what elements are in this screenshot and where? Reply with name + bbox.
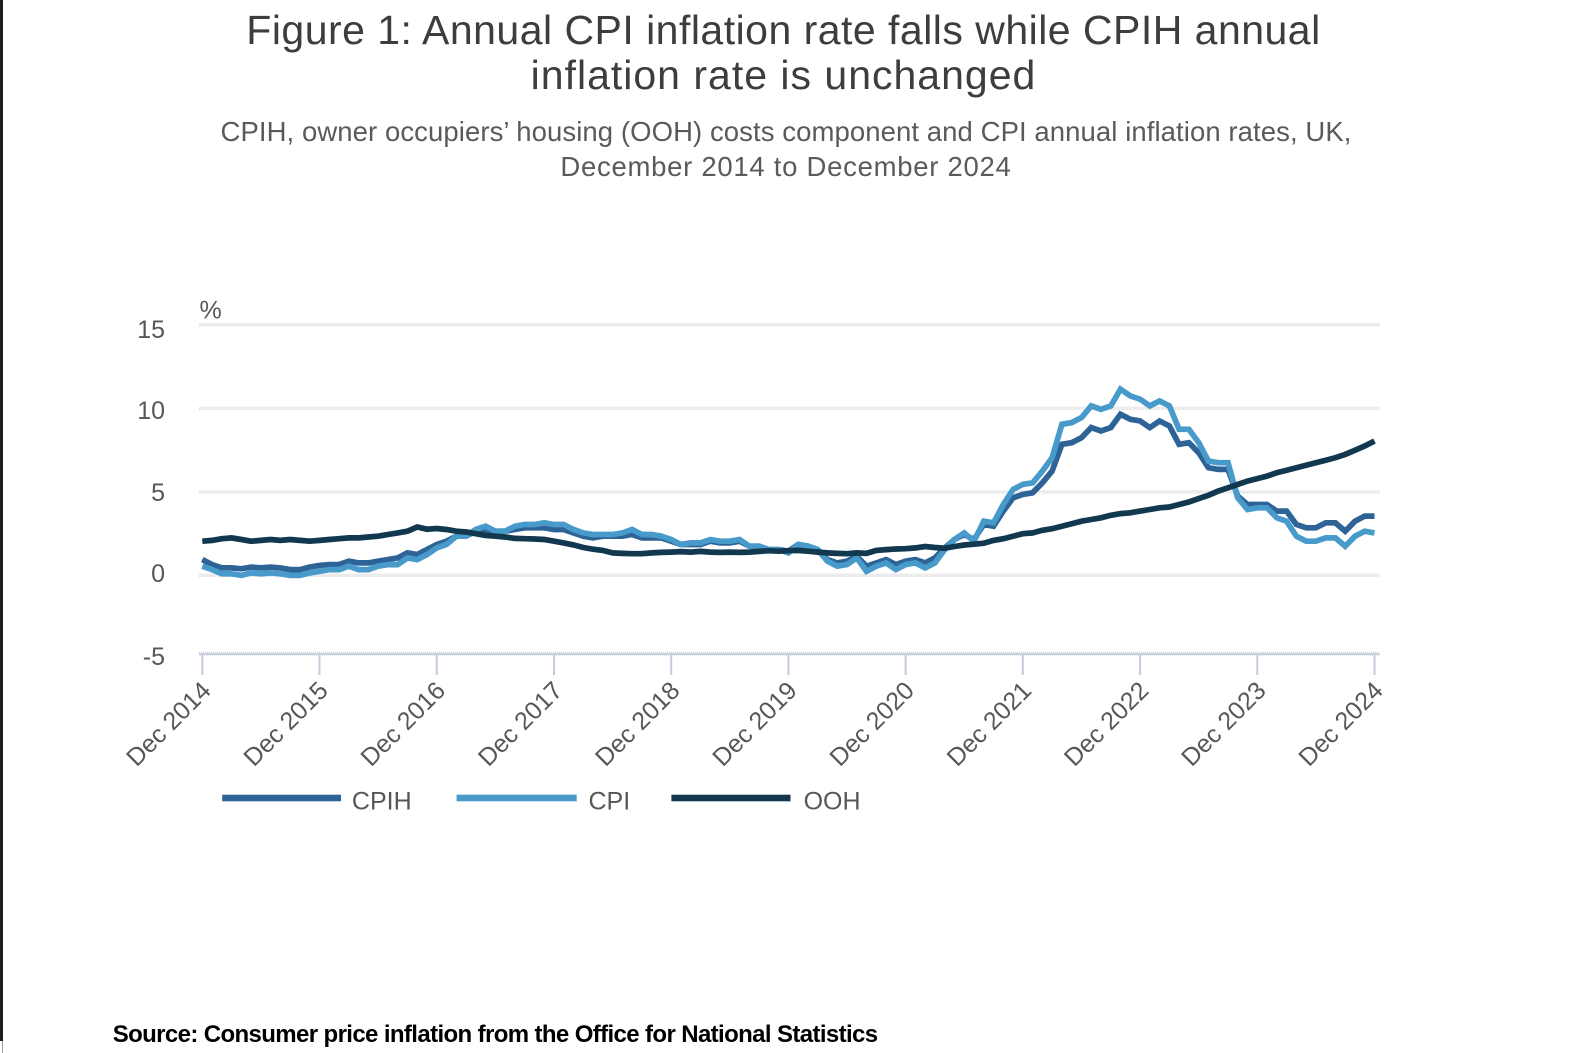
svg-text:CPI: CPI	[589, 787, 631, 815]
svg-text:Dec 2024: Dec 2024	[1293, 676, 1389, 772]
svg-text:0: 0	[151, 560, 165, 588]
svg-text:Dec 2014: Dec 2014	[121, 676, 217, 772]
svg-text:10: 10	[137, 397, 165, 425]
svg-text:Dec 2016: Dec 2016	[355, 676, 450, 771]
svg-text:-5: -5	[143, 643, 165, 671]
svg-text:%: %	[200, 296, 222, 324]
svg-text:OOH: OOH	[804, 787, 861, 815]
svg-text:5: 5	[151, 479, 165, 507]
svg-text:Dec 2023: Dec 2023	[1176, 676, 1271, 771]
svg-text:Dec 2022: Dec 2022	[1059, 676, 1154, 771]
svg-text:CPIH: CPIH	[352, 787, 412, 815]
svg-text:Dec 2021: Dec 2021	[942, 676, 1037, 771]
svg-text:Dec 2018: Dec 2018	[590, 676, 685, 771]
svg-text:Dec 2015: Dec 2015	[238, 676, 333, 771]
svg-text:Dec 2017: Dec 2017	[473, 676, 568, 771]
svg-text:Dec 2020: Dec 2020	[824, 676, 919, 771]
svg-text:15: 15	[137, 316, 165, 344]
svg-text:Dec 2019: Dec 2019	[707, 676, 802, 771]
